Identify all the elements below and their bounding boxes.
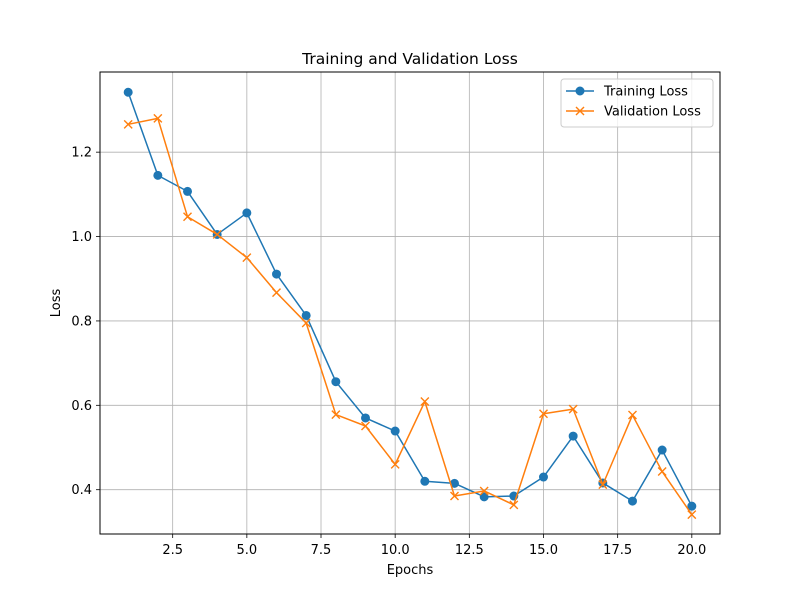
data-point	[568, 404, 578, 414]
data-point	[420, 397, 430, 407]
data-point	[301, 318, 311, 328]
data-point	[568, 431, 578, 441]
data-point	[242, 253, 252, 263]
data-point	[657, 445, 667, 455]
data-point	[479, 486, 489, 496]
data-point	[361, 413, 371, 423]
data-point	[538, 472, 548, 482]
data-point	[212, 229, 222, 239]
data-point	[687, 510, 697, 520]
x-tick-label: 15.0	[529, 543, 558, 558]
data-point	[361, 421, 370, 431]
y-tick-label: 1.2	[71, 146, 92, 161]
data-point	[627, 410, 637, 420]
grid	[100, 72, 720, 534]
chart-title: Training and Validation Loss	[301, 50, 518, 68]
series-1	[123, 113, 697, 520]
x-tick-label: 5.0	[236, 543, 257, 558]
legend-label: Training Loss	[603, 85, 688, 100]
legend-entry: Validation Loss	[566, 105, 701, 120]
data-point	[242, 208, 252, 218]
data-point	[687, 501, 697, 511]
legend-swatch-marker	[575, 86, 585, 96]
data-point	[390, 459, 400, 469]
legend-label: Validation Loss	[604, 105, 701, 120]
data-point	[272, 288, 282, 298]
x-tick-label: 12.5	[455, 543, 484, 558]
data-point	[123, 87, 133, 97]
plot-frame	[99, 71, 721, 535]
data-point	[627, 496, 637, 506]
plot-area	[99, 71, 721, 535]
data-point	[331, 377, 341, 387]
data-point	[657, 467, 667, 477]
data-point	[301, 310, 311, 320]
y-axis-title: Loss	[49, 289, 64, 318]
x-axis-title: Epochs	[387, 563, 434, 578]
data-point	[538, 409, 548, 419]
series-line	[127, 91, 693, 507]
data-point	[331, 410, 341, 420]
x-tick-label: 20.0	[677, 543, 706, 558]
data-point	[390, 426, 400, 436]
series-0	[123, 87, 697, 511]
data-point	[183, 186, 193, 196]
data-point	[153, 113, 163, 123]
x-tick-label: 10.0	[381, 543, 410, 558]
data-point	[153, 170, 163, 180]
x-tick-label: 2.5	[162, 543, 183, 558]
legend-box	[560, 78, 714, 128]
data-point	[450, 491, 459, 501]
y-tick-label: 0.4	[71, 483, 92, 498]
data-point	[598, 480, 608, 490]
x-axis: 2.5 5.0 7.5 10.0 12.5 15.0 17.5 20.0	[162, 534, 706, 558]
legend: Training Loss Validation Loss	[560, 78, 714, 128]
legend-swatch-marker	[575, 106, 585, 116]
data-point	[479, 492, 489, 502]
series-layer	[123, 87, 697, 520]
y-tick-label: 0.8	[71, 314, 92, 329]
legend-entry: Training Loss	[566, 85, 688, 100]
series-line	[128, 117, 693, 516]
data-point	[272, 269, 282, 279]
x-tick-label: 7.5	[311, 543, 332, 558]
data-point	[420, 476, 430, 486]
data-point	[183, 212, 193, 222]
y-tick-label: 0.6	[71, 399, 92, 414]
y-axis: 0.4 0.6 0.8 1.0 1.2	[71, 146, 100, 498]
data-point	[509, 500, 519, 510]
data-point	[123, 119, 133, 129]
y-tick-label: 1.0	[71, 230, 92, 245]
x-tick-label: 17.5	[603, 543, 632, 558]
